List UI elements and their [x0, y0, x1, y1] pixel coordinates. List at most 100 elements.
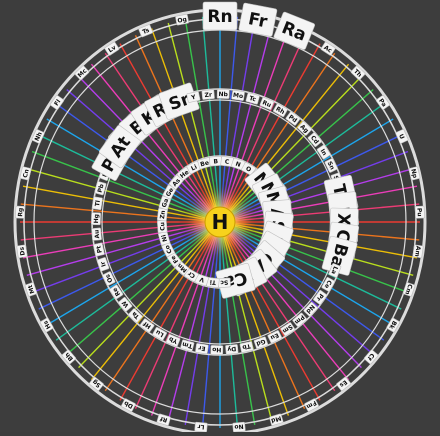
element-tile-co[interactable]: Co — [161, 242, 175, 257]
element-tile-es[interactable]: Es — [336, 376, 351, 392]
element-symbol: Tm — [182, 340, 194, 349]
element-tile-md[interactable]: Md — [269, 413, 284, 426]
element-tile-cn[interactable]: Cn — [19, 166, 32, 181]
element-tile-yb[interactable]: Yb — [165, 334, 181, 347]
element-tile-rh[interactable]: Rh — [273, 103, 288, 117]
element-tile-ce[interactable]: Ce — [321, 277, 336, 292]
element-tile-cm[interactable]: Cm — [402, 282, 416, 297]
element-tile-pr[interactable]: Pr — [313, 289, 328, 305]
element-symbol: Es — [338, 378, 349, 389]
element-tile-tb[interactable]: Tb — [239, 341, 254, 353]
element-tile-hf[interactable]: Hf — [139, 318, 155, 333]
spoke-line — [226, 43, 321, 211]
element-tile-ds[interactable]: Ds — [16, 244, 28, 259]
spoke-line — [38, 134, 208, 217]
element-tile-os[interactable]: Os — [102, 271, 116, 286]
element-tile-ta[interactable]: Ta — [128, 308, 143, 323]
element-symbol: He — [179, 169, 190, 180]
element-tile-nd[interactable]: Nd — [303, 301, 318, 317]
element-tile-db[interactable]: Db — [121, 398, 136, 412]
element-tile-lu[interactable]: Lu — [152, 327, 167, 341]
element-tile-mo[interactable]: Mo — [231, 89, 245, 101]
element-tile-la[interactable]: La — [328, 263, 342, 278]
element-tile-rn[interactable]: Rn — [202, 1, 238, 31]
element-tile-as[interactable]: As — [168, 174, 184, 190]
element-tile-nh[interactable]: Nh — [31, 129, 45, 144]
element-tile-box — [98, 125, 141, 169]
element-tile-box — [253, 336, 269, 350]
element-tile-ho[interactable]: Ho — [210, 345, 224, 355]
element-tile-box — [39, 317, 54, 333]
element-tile-lr[interactable]: Lr — [194, 421, 208, 433]
element-tile-be[interactable]: Be — [197, 157, 212, 170]
element-tile-dy[interactable]: Dy — [225, 344, 239, 355]
element-tile-sn[interactable]: Sn — [324, 158, 338, 173]
element-tile-li[interactable]: Li — [186, 160, 202, 175]
element-tile-fm[interactable]: Fm — [304, 398, 319, 412]
element-tile-zn[interactable]: Zn — [157, 207, 168, 222]
element-symbol: B — [213, 158, 219, 165]
element-symbol: Cm — [403, 283, 413, 295]
element-tile-np[interactable]: Np — [408, 166, 421, 181]
element-tile-cf[interactable]: Cf — [363, 349, 379, 365]
element-tile-ru[interactable]: Ru — [259, 97, 275, 110]
element-tile-gd[interactable]: Gd — [253, 336, 269, 350]
spoke-line — [222, 22, 273, 209]
element-tile-cd[interactable]: Cd — [307, 132, 323, 147]
element-tile-lv[interactable]: Lv — [104, 41, 120, 56]
element-tile-pt[interactable]: Pt — [93, 242, 105, 257]
element-tile-pd[interactable]: Pd — [285, 111, 301, 126]
element-tile-hg[interactable]: Hg — [91, 212, 101, 226]
element-tile-bk[interactable]: Bk — [386, 317, 401, 333]
element-tile-sg[interactable]: Sg — [89, 376, 104, 392]
element-tile-ir[interactable]: Ir — [96, 257, 110, 272]
element-tile-b[interactable]: B — [209, 156, 223, 167]
element-tile-fl[interactable]: Fl — [50, 95, 65, 110]
element-tile-box — [104, 41, 120, 56]
element-tile-er[interactable]: Er — [195, 343, 209, 355]
element-tile-tc[interactable]: Tc — [245, 92, 260, 105]
element-tile-w[interactable]: W — [117, 297, 133, 312]
element-tile-ac[interactable]: Ac — [320, 41, 336, 56]
element-tile-mt[interactable]: Mt — [24, 282, 38, 297]
element-tile-no[interactable]: No — [232, 421, 246, 433]
element-tile-sr[interactable]: Sr — [158, 82, 200, 120]
element-tile-am[interactable]: Am — [412, 244, 424, 259]
spoke-line — [134, 234, 215, 409]
element-tile-ra[interactable]: Ra — [273, 11, 315, 50]
element-tile-hs[interactable]: Hs — [39, 317, 54, 333]
element-tile-th[interactable]: Th — [350, 65, 366, 81]
element-tile-box — [269, 413, 284, 426]
element-tile-pm[interactable]: Pm — [292, 312, 308, 328]
element-tile-in[interactable]: In — [316, 144, 331, 160]
element-tile-pu[interactable]: Pu — [414, 205, 425, 219]
element-tile-rf[interactable]: Rf — [156, 413, 171, 426]
element-tile-pb[interactable]: Pb — [94, 181, 107, 196]
element-tile-au[interactable]: Au — [91, 227, 102, 241]
element-tile-tl[interactable]: Tl — [91, 196, 103, 211]
element-tile-mc[interactable]: Mc — [74, 65, 90, 81]
element-symbol: Cu — [159, 222, 167, 231]
element-tile-eu[interactable]: Eu — [267, 330, 283, 344]
element-tile-fr[interactable]: Fr — [238, 2, 278, 37]
hydrogen-core[interactable]: H — [178, 180, 262, 264]
element-symbol: Nd — [304, 303, 315, 315]
element-tile-nb[interactable]: Nb — [216, 89, 230, 99]
element-tile-re[interactable]: Re — [109, 284, 124, 300]
element-tile-sc[interactable]: Sc — [217, 277, 231, 288]
element-tile-ni[interactable]: Ni — [158, 231, 171, 246]
element-tile-cu[interactable]: Cu — [157, 219, 168, 234]
element-tile-tm[interactable]: Tm — [180, 339, 195, 352]
element-tile-u[interactable]: U — [395, 129, 409, 144]
element-tile-ts[interactable]: Ts — [138, 24, 153, 38]
element-tile-sm[interactable]: Sm — [280, 322, 296, 337]
element-tile-pa[interactable]: Pa — [375, 95, 390, 110]
element-tile-box — [402, 282, 416, 297]
element-tile-og[interactable]: Og — [175, 14, 189, 26]
element-tile-bh[interactable]: Bh — [61, 349, 77, 365]
element-tile-rg[interactable]: Rg — [15, 205, 26, 219]
element-tile-y[interactable]: Y — [186, 91, 201, 103]
element-tile-ag[interactable]: Ag — [297, 121, 312, 136]
element-tile-zr[interactable]: Zr — [201, 89, 215, 100]
